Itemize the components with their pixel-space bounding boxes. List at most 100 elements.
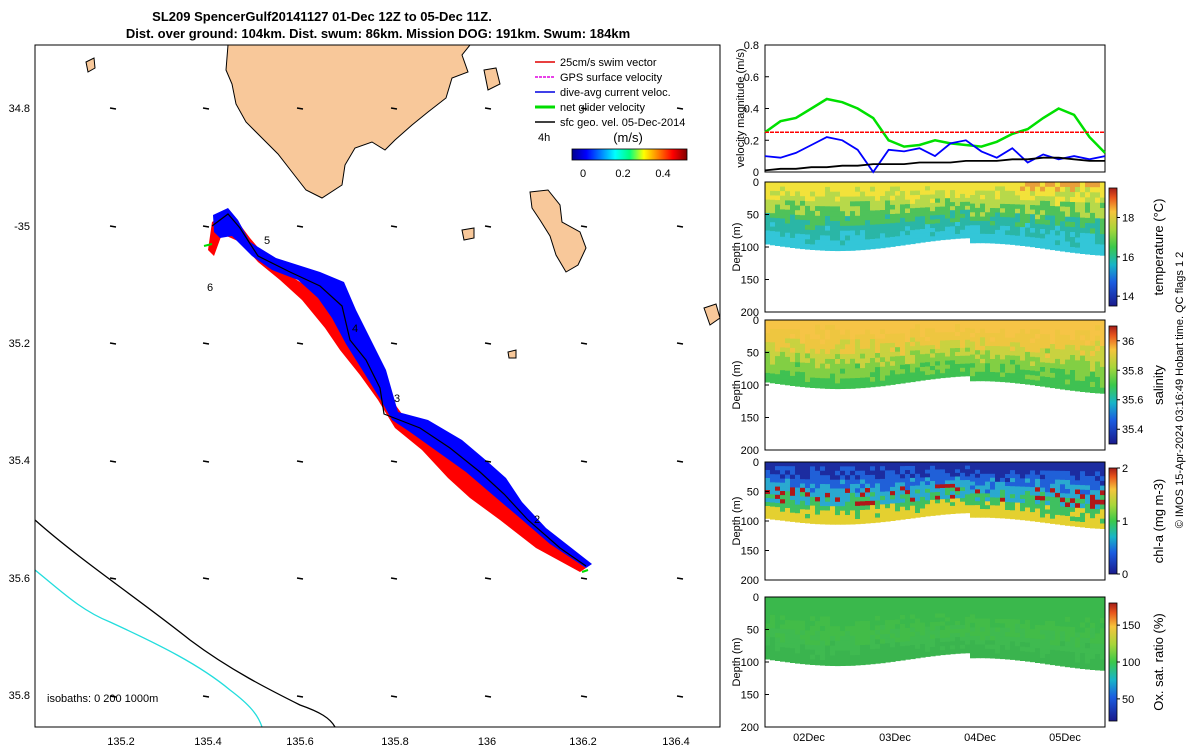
heatmap-3-cell <box>1085 663 1091 670</box>
heatmap-0-cell <box>1005 199 1011 205</box>
heatmap-3-cell <box>965 620 971 626</box>
heatmap-0-cell <box>1025 232 1031 238</box>
heatmap-3-cell <box>995 610 1001 616</box>
heatmap-2-cell <box>910 481 916 487</box>
heatmap-2-cell <box>855 475 861 481</box>
heatmap-2-cell <box>930 496 936 501</box>
heatmap-2-cell <box>860 505 866 511</box>
heatmap-2-cell <box>925 508 931 513</box>
heatmap-0-cell <box>875 215 881 221</box>
heatmap-2-cell <box>870 479 876 485</box>
heatmap-3-cell <box>1000 636 1006 642</box>
heatmap-0-cell <box>975 182 981 188</box>
heatmap-2-cell <box>1085 522 1091 528</box>
heatmap-1-cell <box>770 324 776 330</box>
heatmap-2-cell <box>1015 466 1021 471</box>
heatmap-1-cell <box>1000 368 1006 374</box>
heatmap-1-cell <box>855 324 861 331</box>
heatmap-1-cell <box>955 360 961 365</box>
heatmap-1-cell <box>765 333 771 339</box>
heatmap-1-cell <box>1005 333 1011 339</box>
heatmap-3-cell <box>945 601 951 606</box>
heatmap-1-cell <box>965 351 971 357</box>
heatmap-3-cell <box>1020 642 1026 648</box>
geo-arrow-10 <box>390 225 398 228</box>
heatmap-2-cell <box>895 511 901 517</box>
heatmap-0-cell <box>915 220 921 226</box>
heatmap-2-cell <box>965 472 971 478</box>
heatmap-3-cell <box>805 630 811 636</box>
heatmap-2-cell <box>1000 466 1006 471</box>
heatmap-1-cell <box>970 328 976 334</box>
heatmap-1-cell <box>870 343 876 350</box>
heatmap-2-cell <box>925 500 931 505</box>
heatmap-2-cell <box>915 462 921 467</box>
heatmap-3-cell <box>1055 660 1061 666</box>
heatmap-3-cell <box>835 611 841 618</box>
heatmap-3-cell <box>1010 614 1016 620</box>
heatmap-0-cell <box>1050 215 1056 222</box>
heatmap-1-cell <box>895 374 901 380</box>
heatmap-0-cell <box>990 225 996 231</box>
heatmap-0-cell <box>1050 220 1056 226</box>
heatmap-3-cell <box>775 633 781 639</box>
heatmap-3-cbar-label: Ox. sat. ratio (%) <box>1151 613 1166 711</box>
geo-arrow-11 <box>484 225 492 228</box>
heatmap-2-cell <box>950 462 956 467</box>
heatmap-1-cell <box>855 320 861 326</box>
heatmap-2-cell <box>1095 476 1101 482</box>
heatmap-0-cell <box>915 229 921 235</box>
heatmap-3-cell <box>795 625 801 631</box>
heatmap-3-ytick-2: 100 <box>741 657 759 669</box>
heatmap-1-cell <box>1040 343 1046 349</box>
heatmap-0-cell <box>1045 210 1051 217</box>
heatmap-1-cell <box>845 373 851 380</box>
heatmap-0-cell <box>1050 230 1056 236</box>
heatmap-1-cell <box>860 382 866 389</box>
heatmap-3-cell <box>980 627 986 633</box>
heatmap-0-cell <box>870 201 876 207</box>
heatmap-3-cell <box>875 648 881 655</box>
heatmap-2-cell <box>975 493 981 499</box>
heatmap-0-cell <box>990 216 996 222</box>
geo-arrow-17 <box>390 342 398 345</box>
heatmap-0-cell <box>930 194 936 200</box>
heatmap-2-cell <box>890 478 896 484</box>
heatmap-3-cell <box>1095 597 1101 603</box>
heatmap-2-cell <box>865 470 871 476</box>
heatmap-1-ylabel: Depth (m) <box>731 361 743 410</box>
heatmap-0-cell <box>830 211 836 217</box>
heatmap-1-ytick-4: 200 <box>741 445 759 457</box>
heatmap-1-cell <box>950 344 956 349</box>
heatmap-2-cell <box>1035 466 1041 472</box>
heatmap-3-cell <box>790 629 796 636</box>
heatmap-1-cell <box>1065 334 1071 341</box>
heatmap-3-cell <box>825 650 831 657</box>
heatmap-1-cell <box>1040 320 1046 326</box>
heatmap-3-cell <box>845 655 851 662</box>
heatmap-2-cell <box>790 466 796 472</box>
heatmap-0-cell <box>890 236 896 243</box>
heatmap-1-cell <box>770 364 776 370</box>
heatmap-3-cell <box>1035 611 1041 617</box>
heatmap-1-cell <box>810 324 816 331</box>
heatmap-1-cell <box>1000 350 1006 356</box>
heatmap-0-cell <box>830 196 836 203</box>
heatmap-1-cell <box>825 368 831 375</box>
heatmap-3-cell <box>995 640 1001 646</box>
heatmap-1-cell <box>960 335 966 341</box>
heatmap-2-cell <box>805 496 811 502</box>
heatmap-3-cell <box>970 622 976 628</box>
legend-item-net: net glider velocity <box>535 102 645 114</box>
heatmap-3-cell <box>910 636 916 642</box>
heatmap-3-cell <box>770 650 776 656</box>
heatmap-0-cell <box>875 182 881 188</box>
heatmap-0-cell <box>1040 196 1046 202</box>
heatmap-3-cell <box>960 616 966 622</box>
heatmap-2-cell <box>890 503 896 509</box>
heatmap-1-cell <box>830 354 836 360</box>
heatmap-1-cell <box>900 324 906 330</box>
heatmap-1-cell <box>830 329 836 336</box>
heatmap-1-cell <box>840 368 846 375</box>
heatmap-0-cell <box>1045 191 1051 198</box>
